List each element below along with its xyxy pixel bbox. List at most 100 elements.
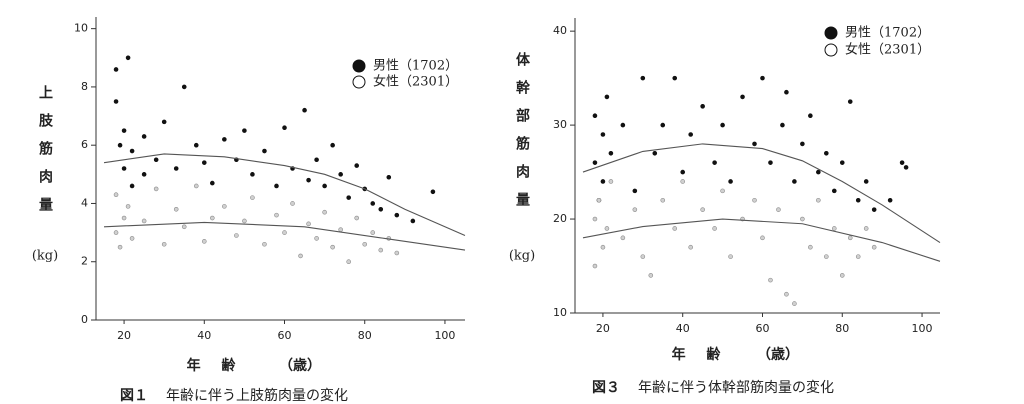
data-point xyxy=(161,241,167,247)
data-point xyxy=(250,172,255,177)
y-tick-label: 8 xyxy=(81,80,88,93)
data-point xyxy=(688,132,693,137)
data-point xyxy=(181,84,187,90)
data-point xyxy=(688,244,693,250)
data-point xyxy=(620,122,626,128)
data-point xyxy=(887,197,893,203)
data-point xyxy=(672,226,678,231)
data-point xyxy=(222,204,227,209)
data-point xyxy=(370,230,376,235)
data-point xyxy=(808,244,813,250)
legend-label: 男性（1702） xyxy=(373,59,458,74)
data-point xyxy=(839,160,845,165)
data-point xyxy=(354,163,360,168)
data-point xyxy=(592,216,598,222)
data-point xyxy=(201,239,207,244)
data-point xyxy=(117,244,123,250)
y-axis-unit: (kg) xyxy=(32,249,58,264)
data-point xyxy=(298,253,303,259)
data-point xyxy=(153,157,159,163)
y-tick-label: 4 xyxy=(81,196,88,209)
data-point xyxy=(839,273,845,278)
data-point xyxy=(824,150,829,156)
data-point xyxy=(262,241,267,247)
legend-label: 女性（2301） xyxy=(373,74,458,90)
data-point xyxy=(378,247,384,253)
data-point xyxy=(274,183,279,189)
data-point xyxy=(863,179,869,184)
caption: 年齢に伴う上肢筋肉量の変化 xyxy=(166,387,348,404)
data-point xyxy=(322,183,327,189)
data-point xyxy=(871,244,877,250)
x-axis-unit: （歳） xyxy=(757,346,799,363)
data-point xyxy=(592,113,598,119)
data-point xyxy=(314,236,319,241)
data-point xyxy=(242,128,247,133)
data-point xyxy=(863,226,869,231)
data-point xyxy=(141,172,147,177)
x-tick-label: 20 xyxy=(596,322,610,335)
caption: 年齢に伴う体幹部筋肉量の変化 xyxy=(638,379,834,396)
data-point xyxy=(290,201,295,206)
data-point xyxy=(871,207,877,212)
data-point xyxy=(728,254,733,259)
fit-curve xyxy=(582,143,941,243)
data-point xyxy=(712,226,717,231)
data-point xyxy=(899,160,905,165)
data-point xyxy=(430,189,436,195)
data-point xyxy=(712,160,717,165)
data-point xyxy=(740,94,745,100)
data-point xyxy=(394,250,400,256)
data-point xyxy=(680,169,686,175)
data-point xyxy=(222,137,227,142)
data-point xyxy=(121,128,127,133)
data-point xyxy=(129,183,135,189)
data-point xyxy=(700,207,705,212)
y-tick-label: 2 xyxy=(81,255,88,268)
data-point xyxy=(314,157,319,163)
data-point xyxy=(322,209,327,215)
legend-marker xyxy=(352,59,366,73)
data-point xyxy=(121,166,127,171)
data-point xyxy=(752,197,757,203)
caption-number: 図１ xyxy=(120,388,148,404)
data-point xyxy=(720,188,725,194)
data-point xyxy=(784,291,789,297)
data-point xyxy=(201,160,207,165)
data-point xyxy=(378,206,384,212)
data-point xyxy=(153,186,159,192)
data-point xyxy=(855,254,861,259)
data-point xyxy=(824,254,829,259)
data-point xyxy=(394,212,400,218)
data-point xyxy=(113,67,119,72)
data-point xyxy=(410,218,416,224)
y-axis-unit: (kg) xyxy=(509,249,535,264)
data-point xyxy=(173,166,179,171)
y-tick-label: 10 xyxy=(553,306,567,319)
data-point xyxy=(386,174,392,180)
data-point xyxy=(302,107,307,113)
fit-curve xyxy=(103,153,466,237)
data-point xyxy=(855,197,861,203)
data-point xyxy=(125,55,131,61)
data-point xyxy=(903,165,909,170)
data-point xyxy=(592,160,598,165)
data-point xyxy=(800,141,805,147)
y-tick-label: 10 xyxy=(74,22,88,35)
data-point xyxy=(784,89,789,95)
data-point xyxy=(600,244,606,250)
data-point xyxy=(354,215,360,221)
data-point xyxy=(125,204,131,209)
legend-label: 女性（2301） xyxy=(845,42,930,58)
data-point xyxy=(847,235,853,241)
y-tick-label: 0 xyxy=(81,313,88,326)
data-point xyxy=(600,132,606,137)
data-point xyxy=(648,273,654,278)
x-tick-label: 100 xyxy=(912,322,933,335)
x-tick-label: 60 xyxy=(755,322,769,335)
data-point xyxy=(330,244,335,250)
data-point xyxy=(680,179,686,184)
fit-curve xyxy=(582,218,941,262)
data-point xyxy=(752,141,757,147)
